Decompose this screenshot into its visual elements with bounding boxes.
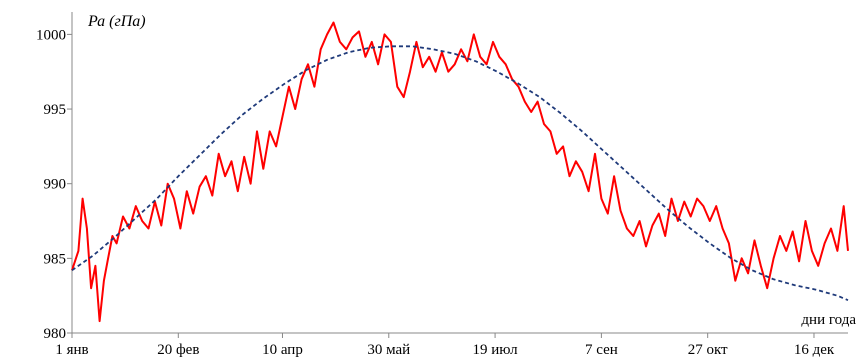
x-tick-label: 30 май [367, 342, 410, 358]
x-tick-label: 20 фев [157, 342, 199, 358]
x-tick-label: 19 июл [473, 342, 519, 358]
chart-lines [71, 21, 849, 323]
pressure-line-series [71, 21, 849, 323]
y-tick-label: 990 [44, 177, 67, 193]
y-tick-label: 980 [44, 326, 67, 342]
axes [67, 12, 848, 338]
x-tick-label: 16 дек [794, 342, 835, 358]
y-tick-label: 985 [44, 251, 67, 267]
trend-line-series [71, 45, 849, 302]
x-tick-label: 1 янв [55, 342, 88, 358]
y-tick-label: 995 [44, 102, 67, 118]
chart-labels: 980 985 990 995 1000 1 янв 20 фев 10 апр 30 май 1… [36, 13, 856, 358]
y-tick-label: 1000 [36, 27, 66, 43]
x-tick-label: 7 сен [585, 342, 618, 358]
x-tick-label: 27 окт [688, 342, 728, 358]
x-axis-label: дни года [801, 312, 856, 328]
y-axis-label: Ра (гПа) [87, 13, 146, 30]
x-tick-label: 10 апр [262, 342, 303, 358]
